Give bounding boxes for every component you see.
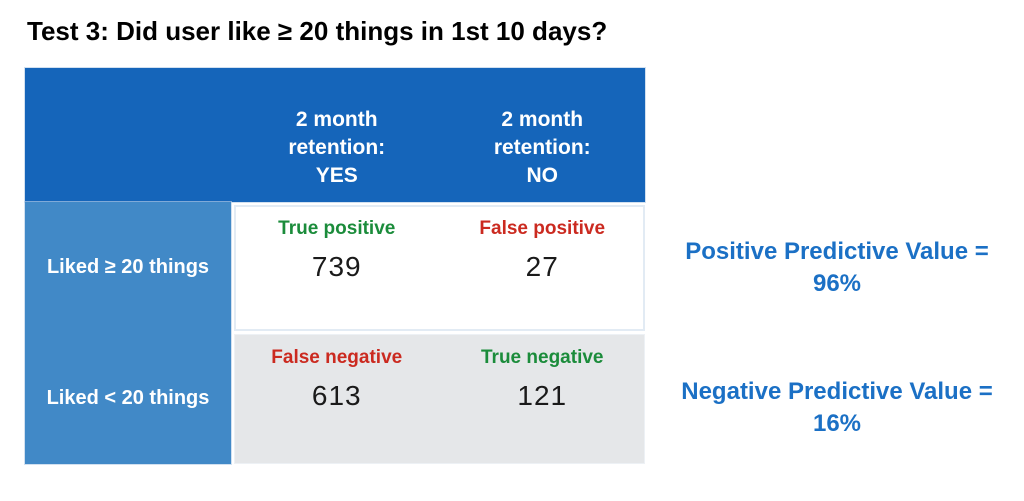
confusion-matrix: 2 month retention: YES 2 month retention… [25, 68, 645, 464]
cell-false-positive: False positive 27 [440, 205, 646, 331]
negative-predictive-value-text: Negative Predictive Value = 16% [681, 378, 993, 437]
cell-true-positive: True positive 739 [234, 205, 440, 331]
table-row-liked-ge-20: True positive 739 False positive 27 [234, 205, 645, 331]
page-title: Test 3: Did user like ≥ 20 things in 1st… [27, 16, 608, 46]
cell-value-true-negative: 121 [517, 380, 568, 411]
row-header-column: Liked ≥ 20 things Liked < 20 things [25, 202, 231, 464]
cell-true-negative: True negative 121 [440, 334, 646, 464]
column-header-retention-no: 2 month retention: NO [493, 108, 591, 187]
cell-label-false-negative: False negative [271, 347, 403, 368]
row-header-liked-ge-20-things: Liked ≥ 20 things [46, 256, 210, 278]
cell-label-true-positive: True positive [278, 218, 396, 239]
cell-label-true-negative: True negative [481, 347, 604, 368]
cell-value-true-positive: 739 [311, 251, 362, 282]
cell-false-negative: False negative 613 [234, 334, 440, 464]
cell-value-false-positive: 27 [525, 251, 559, 282]
table-header-row: 2 month retention: YES 2 month retention… [25, 68, 645, 202]
cell-label-false-positive: False positive [479, 218, 606, 239]
row-header-liked-lt-20-things: Liked < 20 things [46, 387, 210, 409]
table-row-liked-lt-20: False negative 613 True negative 121 [234, 334, 645, 464]
cell-value-false-negative: 613 [311, 380, 362, 411]
positive-predictive-value-text: Positive Predictive Value = 96% [685, 238, 989, 297]
column-header-retention-yes: 2 month retention: YES [288, 108, 386, 187]
